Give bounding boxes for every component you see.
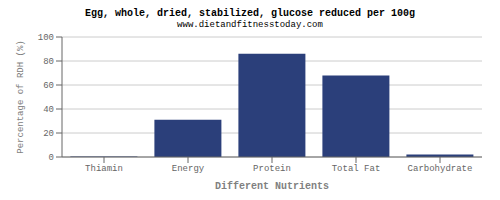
- svg-text:Protein: Protein: [253, 164, 291, 174]
- svg-text:Percentage of RDH (%): Percentage of RDH (%): [16, 40, 26, 153]
- svg-text:60: 60: [43, 81, 54, 91]
- svg-text:80: 80: [43, 57, 54, 67]
- svg-text:40: 40: [43, 105, 54, 115]
- svg-text:Energy: Energy: [172, 164, 205, 174]
- svg-text:Total Fat: Total Fat: [332, 164, 381, 174]
- svg-text:Different Nutrients: Different Nutrients: [215, 181, 329, 189]
- svg-text:0: 0: [49, 153, 54, 163]
- svg-text:20: 20: [43, 129, 54, 139]
- svg-text:Thiamin: Thiamin: [85, 164, 123, 174]
- svg-text:100: 100: [38, 33, 54, 43]
- html-text:www.dietandfitnesstoday.com: www.dietandfitnesstoday.com: [177, 20, 323, 30]
- svg-text:Carbohydrate: Carbohydrate: [408, 164, 473, 174]
- html-text:Egg, whole, dried, stabilized,: Egg, whole, dried, stabilized, glucose r…: [85, 8, 415, 19]
